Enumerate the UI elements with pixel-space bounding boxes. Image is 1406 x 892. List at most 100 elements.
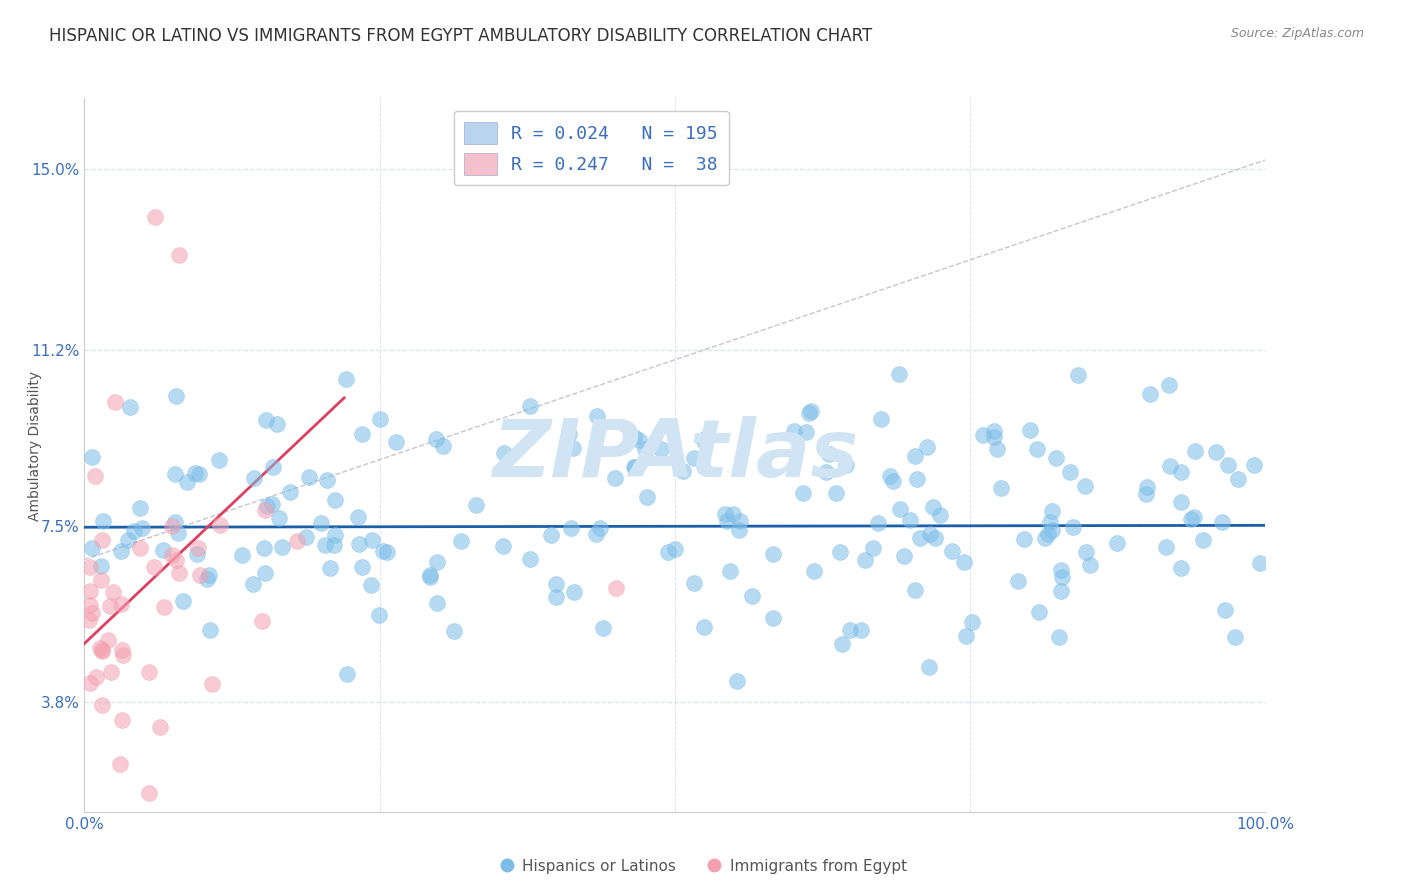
Point: [1052, 570, 1074, 584]
Point: [849, 623, 872, 637]
Point: [623, 430, 645, 444]
Point: [314, 538, 336, 552]
Point: [104, 395, 127, 409]
Point: [1038, 526, 1060, 541]
Point: [360, 578, 382, 592]
Point: [818, 447, 841, 461]
Point: [922, 500, 945, 515]
Point: [349, 537, 371, 551]
Point: [250, 615, 273, 629]
Point: [166, 526, 188, 541]
Point: [1026, 442, 1049, 456]
Point: [624, 459, 647, 474]
Point: [385, 435, 408, 450]
Point: [91, 644, 114, 658]
Point: [1170, 561, 1192, 575]
Point: [91, 514, 114, 528]
Point: [693, 620, 716, 634]
Point: [628, 433, 651, 447]
Point: [101, 585, 124, 599]
Point: [540, 528, 562, 542]
Point: [89, 640, 111, 655]
Point: [367, 607, 389, 622]
Point: [592, 621, 614, 635]
Point: [160, 548, 183, 562]
Point: [915, 440, 938, 454]
Point: [200, 623, 222, 637]
Point: [1107, 536, 1129, 550]
Text: ZIPAtlas: ZIPAtlas: [492, 416, 858, 494]
Point: [728, 514, 751, 528]
Point: [889, 502, 911, 516]
Point: [634, 442, 657, 456]
Point: [990, 481, 1012, 495]
Point: [1049, 564, 1071, 578]
Point: [1135, 487, 1157, 501]
Point: [603, 471, 626, 485]
Point: [208, 453, 231, 467]
Point: [82, 607, 104, 621]
Point: [84, 469, 107, 483]
Point: [118, 400, 141, 414]
Point: [1040, 504, 1063, 518]
Point: [152, 542, 174, 557]
Point: [361, 533, 384, 548]
Point: [100, 665, 122, 679]
Point: [82, 541, 104, 556]
Point: [323, 493, 346, 508]
Point: [721, 507, 744, 521]
Point: [79, 560, 101, 574]
Point: [1076, 545, 1098, 559]
Point: [187, 467, 209, 481]
Point: [713, 508, 735, 522]
Point: [90, 558, 112, 573]
Point: [111, 714, 134, 728]
Point: [323, 527, 346, 541]
Point: [1047, 630, 1070, 644]
Point: [1184, 443, 1206, 458]
Point: [814, 465, 837, 479]
Point: [188, 567, 211, 582]
Point: [242, 576, 264, 591]
Point: [117, 533, 139, 547]
Point: [972, 428, 994, 442]
Point: [91, 533, 114, 547]
Point: [172, 594, 194, 608]
Point: [311, 516, 333, 531]
Point: [893, 549, 915, 563]
Point: [138, 665, 160, 679]
Point: [160, 518, 183, 533]
Point: [152, 599, 174, 614]
Point: [794, 425, 817, 440]
Point: [650, 442, 672, 456]
Legend: Hispanics or Latinos, Immigrants from Egypt: Hispanics or Latinos, Immigrants from Eg…: [494, 853, 912, 880]
Point: [1226, 472, 1249, 486]
Text: HISPANIC OR LATINO VS IMMIGRANTS FROM EGYPT AMBULATORY DISABILITY CORRELATION CH: HISPANIC OR LATINO VS IMMIGRANTS FROM EG…: [49, 27, 873, 45]
Point: [868, 516, 890, 530]
Point: [983, 430, 1005, 444]
Point: [585, 527, 607, 541]
Point: [741, 589, 763, 603]
Point: [319, 561, 342, 575]
Point: [375, 544, 398, 558]
Point: [1211, 516, 1233, 530]
Point: [254, 566, 277, 580]
Point: [163, 515, 186, 529]
Text: Ambulatory Disability: Ambulatory Disability: [28, 371, 42, 521]
Point: [108, 757, 131, 772]
Point: [110, 544, 132, 558]
Point: [657, 545, 679, 559]
Point: [1157, 378, 1180, 392]
Point: [586, 409, 609, 424]
Point: [260, 497, 283, 511]
Point: [1040, 523, 1063, 537]
Point: [271, 540, 294, 554]
Point: [91, 698, 114, 712]
Point: [683, 451, 706, 466]
Point: [149, 720, 172, 734]
Point: [955, 629, 977, 643]
Point: [879, 469, 901, 483]
Point: [129, 541, 152, 556]
Point: [186, 547, 208, 561]
Point: [131, 521, 153, 535]
